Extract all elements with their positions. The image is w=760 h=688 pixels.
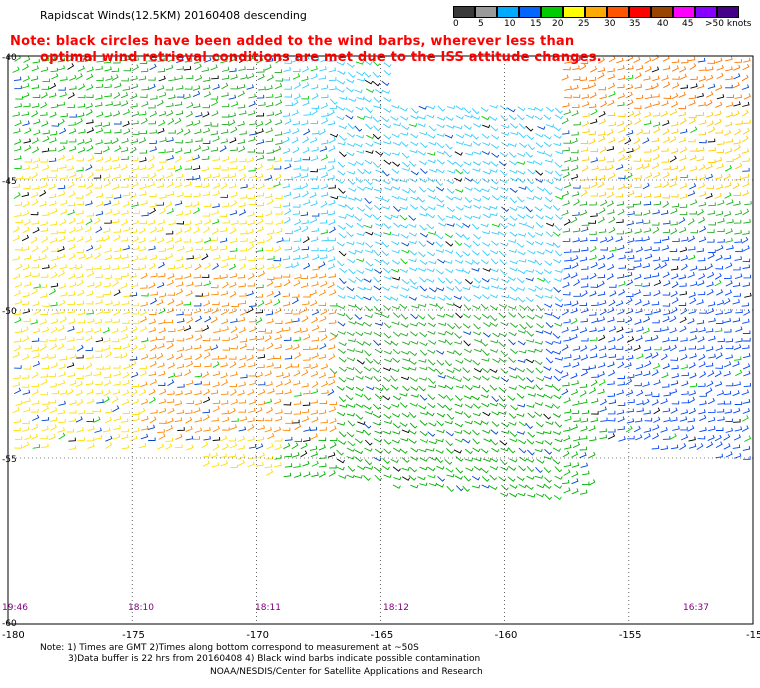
legend-label: 35: [629, 19, 641, 29]
legend-swatch: [453, 6, 475, 18]
pass-time-label: 18:12: [383, 603, 409, 613]
legend-swatch: [541, 6, 563, 18]
latitude-label: -50: [2, 307, 17, 317]
legend-label: 25: [578, 19, 590, 29]
legend-label: 20: [552, 19, 564, 29]
legend-swatch: [651, 6, 673, 18]
legend-label: 45: [682, 19, 694, 29]
map-frame: [7, 55, 754, 625]
footer-note-line-1: Note: 1) Times are GMT 2)Times along bot…: [40, 643, 419, 653]
legend-swatch: [585, 6, 607, 18]
figure-title: Rapidscat Winds(12.5KM) 20160408 descend…: [40, 9, 307, 22]
wind-speed-legend: 0 5 10 15 20 25 30 35 40 45 >50 knots: [453, 6, 752, 30]
legend-swatch: [673, 6, 695, 18]
legend-swatch: [475, 6, 497, 18]
legend-swatch: [629, 6, 651, 18]
footer-credit: NOAA/NESDIS/Center for Satellite Applica…: [210, 667, 483, 677]
legend-label: 10: [504, 19, 516, 29]
latitude-label: -45: [2, 177, 17, 187]
longitude-label: -150: [746, 630, 760, 641]
note-line-1: Note: black circles have been added to t…: [10, 34, 575, 49]
legend-label: 30: [604, 19, 616, 29]
time-labels: 19:46 18:10 18:11 18:12 16:37: [2, 603, 709, 613]
pass-time-label: 16:37: [683, 603, 709, 613]
legend-tick-labels: 0 5 10 15 20 25 30 35 40 45 >50 knots: [453, 18, 752, 30]
longitude-label: -175: [122, 630, 145, 641]
legend-swatch: [695, 6, 717, 18]
legend-label: 15: [530, 19, 542, 29]
longitude-label: -155: [619, 630, 642, 641]
legend-swatch: [717, 6, 739, 18]
wind-barbs-layer: [12, 54, 752, 501]
longitude-label: -160: [495, 630, 518, 641]
pass-time-label: 18:11: [255, 603, 281, 613]
longitude-label: -180: [2, 630, 25, 641]
latitude-labels: -40 -45 -50 -55 -60: [2, 53, 17, 629]
pass-time-label: 19:46: [2, 603, 28, 613]
graticule-grid: [8, 56, 753, 624]
footer-note-line-2: 3)Data buffer is 22 hrs from 20160408 4)…: [68, 654, 481, 664]
longitude-label: -165: [371, 630, 394, 641]
longitude-labels: -180 -175 -170 -165 -160 -155 -150: [2, 630, 760, 641]
legend-swatch: [519, 6, 541, 18]
longitude-label: -170: [246, 630, 269, 641]
legend-swatch: [563, 6, 585, 18]
latitude-label: -60: [2, 619, 17, 629]
legend-label: 40: [657, 19, 669, 29]
legend-swatch: [497, 6, 519, 18]
legend-color-bar: [453, 6, 739, 18]
legend-label: 0: [453, 19, 459, 29]
legend-swatch: [607, 6, 629, 18]
note-line-2: optimal wind retrieval conditions are me…: [40, 50, 602, 65]
latitude-label: -55: [2, 455, 17, 465]
legend-label: >50 knots: [705, 19, 752, 29]
pass-time-label: 18:10: [128, 603, 154, 613]
latitude-label: -40: [2, 53, 17, 63]
legend-label: 5: [478, 19, 484, 29]
